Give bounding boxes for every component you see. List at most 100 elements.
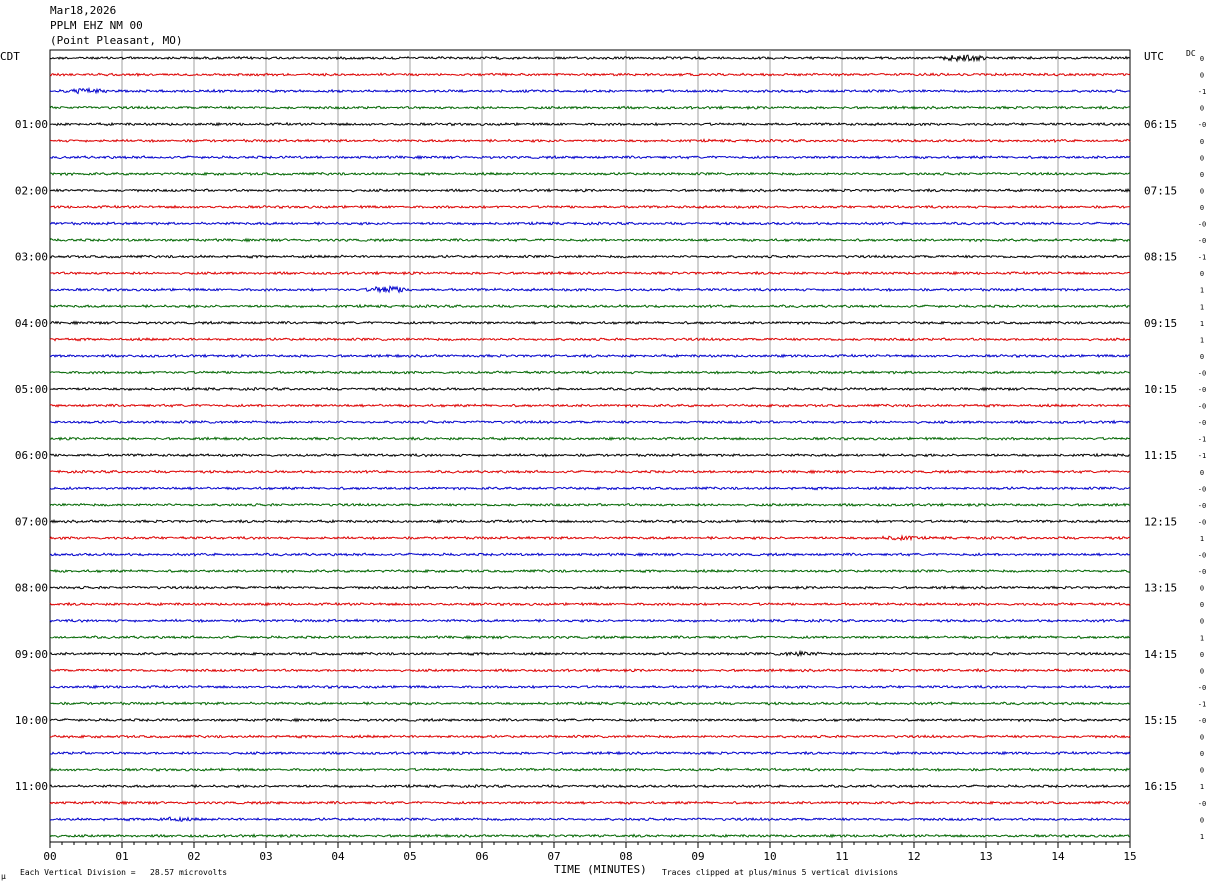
dc-offset-value: 0 (1200, 767, 1204, 775)
clip-note: Traces clipped at plus/minus 5 vertical … (662, 868, 899, 877)
dc-offset-value: 0 (1200, 585, 1204, 593)
left-hour-label: 09:00 (15, 648, 48, 661)
x-tick-label: 06 (475, 850, 488, 863)
right-hour-label: 09:15 (1144, 317, 1177, 330)
x-tick-label: 08 (619, 850, 632, 863)
right-hour-label: 15:15 (1144, 714, 1177, 727)
right-hour-label: 16:15 (1144, 780, 1177, 793)
seismic-trace-line (49, 667, 1131, 673)
dc-offset-value: 0 (1200, 55, 1204, 63)
x-tick-label: 03 (259, 850, 272, 863)
seismic-trace-line (49, 121, 1131, 127)
dc-offset-value: 1 (1200, 634, 1204, 642)
seismic-trace-line (49, 86, 1131, 95)
seismic-trace-line (49, 353, 1131, 359)
dc-offset-value: 0 (1200, 750, 1204, 758)
right-hour-label: 08:15 (1144, 251, 1177, 264)
right-hour-label: 07:15 (1144, 184, 1177, 197)
seismic-trace-line (49, 815, 1131, 822)
left-hour-label: 11:00 (15, 780, 48, 793)
x-tick-label: 14 (1051, 850, 1065, 863)
seismic-trace-line (49, 171, 1131, 177)
seismic-trace-line (49, 154, 1131, 160)
seismic-trace-line (49, 833, 1131, 839)
seismic-trace-line (49, 187, 1131, 193)
dc-offset-value: -0 (1198, 221, 1206, 229)
dc-offset-value: -0 (1198, 403, 1206, 411)
seismic-trace-line (49, 800, 1131, 806)
dc-offset-value: -0 (1198, 121, 1206, 129)
dc-offset-value: 0 (1200, 204, 1204, 212)
dc-offset-value: 0 (1200, 734, 1204, 742)
seismic-trace-line (49, 254, 1131, 259)
x-tick-label: 07 (547, 850, 560, 863)
plot-frame (49, 49, 1131, 843)
seismic-trace-line (49, 237, 1131, 243)
seismic-trace-line (49, 54, 1131, 63)
dc-offset-value: 1 (1200, 833, 1204, 841)
dc-offset-value: 0 (1200, 138, 1204, 146)
seismic-trace-line (49, 220, 1131, 226)
x-tick-label: 09 (691, 850, 704, 863)
seismic-trace-line (49, 750, 1131, 756)
division-note: Each Vertical Division = 28.57 microvolt… (20, 868, 228, 877)
x-tick-label: 13 (979, 850, 992, 863)
dc-offset-value: 0 (1200, 187, 1204, 195)
dc-offset-value: -0 (1198, 800, 1206, 808)
dc-offset-value: -0 (1198, 419, 1206, 427)
dc-offset-value: -0 (1198, 485, 1206, 493)
seismic-trace-line (49, 104, 1131, 111)
seismic-trace-line (49, 534, 1131, 542)
seismic-trace-line (49, 767, 1131, 772)
seismic-trace-line (49, 72, 1131, 78)
x-tick-label: 04 (331, 850, 345, 863)
header-station: PPLM EHZ NM 00 (50, 19, 143, 32)
left-hour-label: 07:00 (15, 515, 48, 528)
x-tick-label: 15 (1123, 850, 1136, 863)
x-tick-label: 05 (403, 850, 416, 863)
dc-offset-value: 0 (1200, 154, 1204, 162)
dc-offset-value: 1 (1200, 287, 1204, 295)
left-hour-label: 03:00 (15, 251, 48, 264)
dc-offset-value: -0 (1198, 386, 1206, 394)
dc-offset-value: 0 (1200, 171, 1204, 179)
seismic-trace-line (50, 386, 1131, 392)
seismic-trace-line (49, 684, 1131, 690)
seismic-trace-line (49, 649, 1131, 658)
dc-offset-value: -0 (1198, 237, 1206, 245)
x-tick-label: 02 (187, 850, 200, 863)
seismic-trace-line (49, 204, 1131, 210)
dc-offset-value: 0 (1200, 601, 1204, 609)
dc-offset-value: 1 (1200, 303, 1204, 311)
seismic-trace-line (49, 419, 1131, 425)
left-hour-label: 08:00 (15, 582, 48, 595)
seismic-trace-line (49, 270, 1131, 276)
dc-offset-value: -0 (1198, 518, 1206, 526)
dc-offset-value: 1 (1200, 336, 1204, 344)
x-tick-label: 10 (763, 850, 776, 863)
seismic-trace-line (49, 336, 1131, 342)
seismic-trace-line (49, 585, 1131, 590)
dc-offset-value: -1 (1198, 254, 1206, 262)
left-hour-label: 10:00 (15, 714, 48, 727)
seismic-trace-line (49, 403, 1131, 408)
seismic-trace-line (49, 502, 1131, 508)
seismic-trace-line (49, 485, 1131, 491)
seismic-trace-line (49, 734, 1131, 739)
seismic-trace-line (49, 601, 1131, 607)
dc-offset-value: 1 (1200, 783, 1204, 791)
seismic-trace-line (49, 634, 1131, 640)
header-date: Mar18,2026 (50, 4, 117, 17)
seismic-trace-line (49, 469, 1131, 475)
left-hour-label: 01:00 (15, 118, 48, 131)
dc-offset-value: -0 (1198, 369, 1206, 377)
dc-offset-value: 1 (1200, 535, 1204, 543)
dc-offset-value: -0 (1198, 502, 1206, 510)
seismic-trace-line (49, 568, 1131, 574)
dc-offset-value: -1 (1198, 88, 1206, 96)
left-timezone-label: CDT (0, 50, 20, 63)
dc-offset-value: -1 (1198, 700, 1206, 708)
left-hour-label: 02:00 (15, 184, 48, 197)
seismic-trace-line (49, 618, 1131, 624)
